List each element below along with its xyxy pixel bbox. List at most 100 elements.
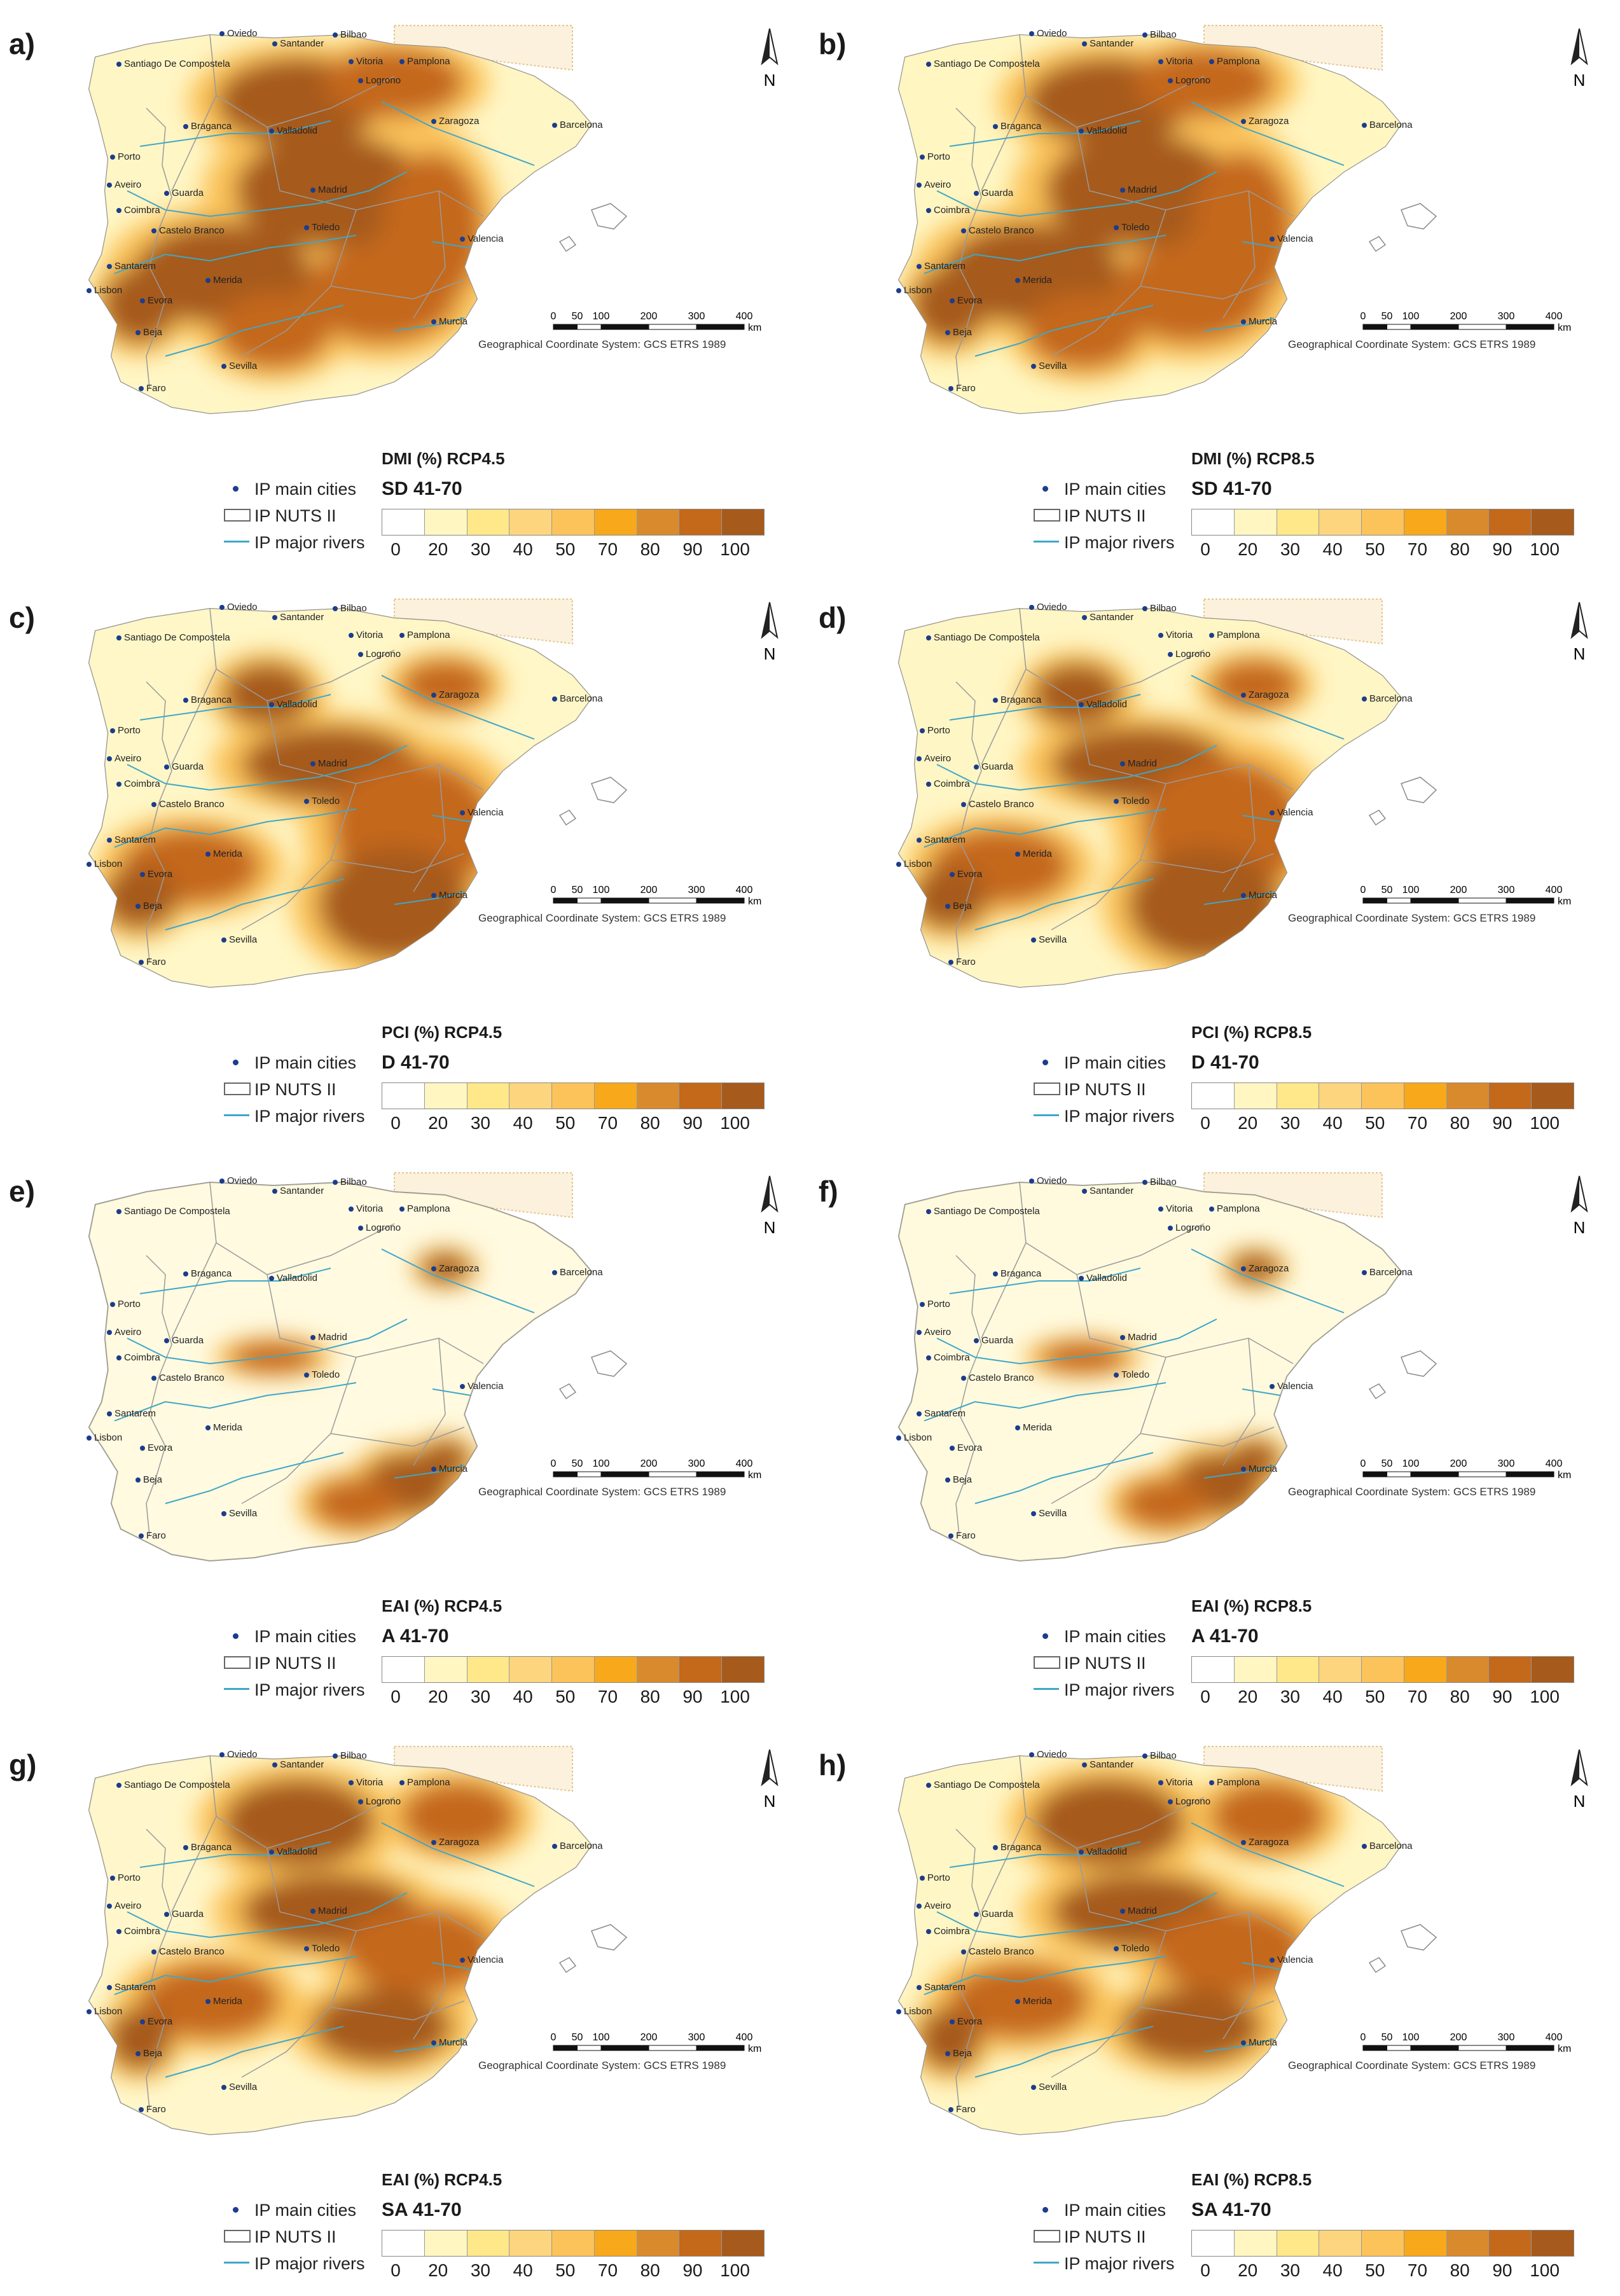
- ramp-swatch: [1404, 2230, 1447, 2256]
- scale-tick: 0: [1360, 1458, 1366, 1469]
- iberia-map: [88, 25, 628, 415]
- city-label: Aveiro: [106, 179, 142, 190]
- city-label: Braganca: [992, 695, 1042, 705]
- nuts-boundary: [1222, 1911, 1256, 2040]
- legend-cities-text: IP main cities: [1064, 1627, 1167, 1646]
- scale-tick: 300: [1498, 885, 1515, 896]
- legend-cities-symbol-icon: [1042, 486, 1048, 492]
- hazard-core: [305, 242, 458, 343]
- period-label: A 41-70: [1191, 1626, 1259, 1647]
- city-label: Santarem: [106, 1408, 156, 1419]
- legend-keys: IP main cities IP NUTS II IP major rivers: [223, 2199, 382, 2279]
- nuts-boundary: [146, 1829, 172, 2110]
- city-label: Santander: [1081, 612, 1134, 623]
- nuts-boundary: [1222, 1338, 1256, 1466]
- scale-tick: 50: [1381, 311, 1393, 322]
- scale-tick: 100: [1402, 1458, 1420, 1469]
- scale-tick: 0: [1360, 2032, 1366, 2043]
- city-label: Lisbon: [896, 1432, 932, 1443]
- legend-nuts-text: IP NUTS II: [1064, 1654, 1146, 1673]
- city-label: Aveiro: [106, 1900, 142, 1911]
- legend-rivers: IP major rivers: [223, 532, 382, 558]
- city-label: Faro: [948, 2104, 976, 2115]
- scale-tick: 300: [688, 885, 705, 896]
- scale-tick: 100: [1402, 311, 1420, 322]
- legend-cities-symbol-icon: [233, 486, 239, 492]
- legend-rivers-symbol-icon: [224, 1114, 249, 1116]
- city-label: Toledo: [1113, 796, 1150, 806]
- city-label: Porto: [920, 1299, 950, 1310]
- city-label: Toledo: [303, 222, 340, 233]
- map-panel-6: f) Oviedo Santander Bilbao Santiago De Compo…: [810, 1147, 1619, 1721]
- nuts-boundary: [1140, 1427, 1275, 1447]
- balearic-island: [558, 1383, 577, 1400]
- river: [139, 120, 331, 147]
- legend-nuts-text: IP NUTS II: [1064, 2227, 1146, 2246]
- scale-tick: 300: [688, 311, 705, 322]
- legend-rivers-symbol-icon: [1034, 1688, 1059, 1690]
- hazard-core: [1210, 660, 1299, 710]
- legend-keys: IP main cities IP NUTS II IP major rivers: [1032, 478, 1191, 558]
- ramp-ticks: 0 20 30 40 50 70 80 90 100: [382, 2260, 789, 2282]
- city-label: Zaragoza: [431, 1837, 480, 1848]
- city-label: Coimbra: [116, 1926, 160, 1937]
- scale-tick: 400: [736, 885, 753, 896]
- scale-unit: km: [748, 322, 761, 333]
- city-label: Beja: [135, 2048, 163, 2059]
- city-label: Lisbon: [86, 2006, 123, 2017]
- ramp-tick: 20: [428, 1113, 448, 1133]
- city-label: Valencia: [1269, 1381, 1313, 1392]
- hazard-core: [1026, 293, 1140, 369]
- city-label: Porto: [920, 725, 950, 736]
- ramp-tick: 80: [1450, 1687, 1470, 1706]
- city-label: Guarda: [163, 188, 204, 198]
- city-label: Logrono: [1167, 1796, 1211, 1807]
- ramp-swatch: [594, 2230, 637, 2256]
- hazard-layer: [89, 609, 592, 987]
- north-label: N: [1574, 71, 1586, 90]
- ramp-tick: 90: [1492, 1113, 1513, 1133]
- city-label: Logrono: [357, 1222, 401, 1233]
- legend-cities-text: IP main cities: [254, 480, 357, 499]
- legend-cities: IP main cities: [1032, 2199, 1191, 2226]
- city-label: Murcia: [1240, 1463, 1278, 1474]
- city-label: Logrono: [1167, 75, 1211, 86]
- hazard-core: [401, 660, 490, 710]
- scale-tick: 300: [688, 1458, 705, 1469]
- nuts-boundary: [955, 107, 982, 389]
- ramp-swatch: [424, 1657, 467, 1682]
- scale-tick: 400: [1546, 2032, 1563, 2043]
- city-label: Coimbra: [926, 1352, 970, 1363]
- hazard-core: [1121, 1478, 1210, 1529]
- city-label: Merida: [205, 1996, 242, 2007]
- hazard-core: [918, 2007, 981, 2071]
- index-title: EAI (%) RCP8.5: [1191, 1596, 1312, 1615]
- city-label: Murcia: [1240, 890, 1278, 901]
- hazard-core: [235, 134, 426, 248]
- hazard-core: [108, 2007, 172, 2071]
- city-label: Vitoria: [1158, 1203, 1193, 1214]
- river: [432, 815, 471, 822]
- legend-cities-symbol-icon: [233, 2207, 239, 2213]
- balearic-island: [1368, 236, 1387, 252]
- scale-tick: 0: [1360, 885, 1366, 896]
- nuts-boundary: [955, 681, 982, 962]
- ramp-tick: 0: [1200, 2260, 1210, 2280]
- period-label: SA 41-70: [382, 2199, 462, 2220]
- ramp-swatch: [1234, 1657, 1277, 1682]
- iberia-map: [897, 1172, 1437, 1562]
- ramp-swatch: [1404, 1657, 1447, 1682]
- city-label: Valladolid: [1079, 125, 1127, 136]
- legend-cities-text: IP main cities: [1064, 1053, 1167, 1072]
- scale-tick: 200: [640, 2032, 658, 2043]
- iberia-map: [88, 598, 628, 988]
- river: [1191, 675, 1345, 740]
- hazard-layer: [899, 609, 1401, 987]
- hazard-layer: [899, 35, 1401, 413]
- city-label: Pamplona: [399, 56, 450, 67]
- balearic-island: [591, 203, 628, 230]
- river: [114, 1956, 357, 1995]
- legend-nuts-text: IP NUTS II: [254, 506, 336, 525]
- scale-unit: km: [1558, 896, 1571, 907]
- city-label: Santiago De Compostela: [116, 632, 230, 643]
